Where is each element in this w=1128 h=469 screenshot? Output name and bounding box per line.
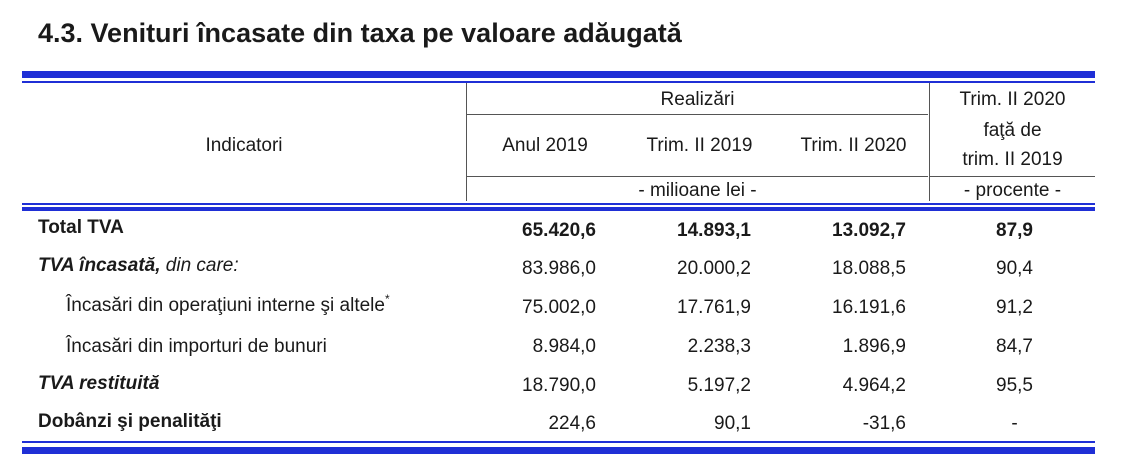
header-unit-percent: - procente - xyxy=(963,180,1062,201)
row-label-total-tva: Total TVA xyxy=(38,217,124,238)
header-col4-line3: trim. II 2019 xyxy=(962,149,1063,170)
cell-percent: - xyxy=(1011,413,1018,434)
footnote-asterisk: * xyxy=(384,291,390,306)
row-label-operatiuni-interne: Încasări din operaţiuni interne şi altel… xyxy=(66,291,390,317)
header-rule-units-right xyxy=(930,176,1095,177)
cell-trim-ii-2020: -31,6 xyxy=(862,413,906,434)
row-label-dobanzi: Dobânzi şi penalităţi xyxy=(38,411,222,432)
cell-anul-2019: 65.420,6 xyxy=(522,220,596,241)
top-rule-thin xyxy=(22,81,1095,83)
cell-anul-2019: 224,6 xyxy=(548,413,596,434)
row-label-tva-incasata-main: TVA încasată, xyxy=(38,255,161,276)
cell-percent: 84,7 xyxy=(996,336,1033,357)
cell-trim-ii-2020: 1.896,9 xyxy=(842,336,906,357)
header-rule-units-left xyxy=(466,176,928,177)
bottom-rule-thin xyxy=(22,441,1095,443)
row-label-importuri: Încasări din importuri de bunuri xyxy=(66,336,327,357)
cell-trim-ii-2019: 5.197,2 xyxy=(687,375,751,396)
cell-trim-ii-2019: 20.000,2 xyxy=(677,258,751,279)
cell-percent: 95,5 xyxy=(996,375,1033,396)
cell-anul-2019: 83.986,0 xyxy=(522,258,596,279)
cell-trim-ii-2020: 18.088,5 xyxy=(832,258,906,279)
cell-trim-ii-2019: 2.238,3 xyxy=(687,336,751,357)
header-divider-left xyxy=(466,83,467,201)
header-bottom-rule-thin xyxy=(22,203,1095,205)
header-col4-line1: Trim. II 2020 xyxy=(959,89,1066,110)
header-divider-right xyxy=(929,83,930,201)
cell-percent: 90,4 xyxy=(996,258,1033,279)
bottom-rule-thick xyxy=(22,447,1095,454)
page-title: 4.3. Venituri încasate din taxa pe valoa… xyxy=(38,18,682,48)
row-label-tva-restituita: TVA restituită xyxy=(38,373,160,394)
row-label-tva-incasata: TVA încasată, din care: xyxy=(38,255,239,277)
cell-anul-2019: 8.984,0 xyxy=(532,336,596,357)
header-col-anul-2019: Anul 2019 xyxy=(502,135,588,156)
header-realizari: Realizări xyxy=(660,89,735,110)
cell-trim-ii-2019: 17.761,9 xyxy=(677,297,751,318)
cell-trim-ii-2020: 16.191,6 xyxy=(832,297,906,318)
cell-trim-ii-2020: 13.092,7 xyxy=(832,220,906,241)
header-col-trim-ii-2019: Trim. II 2019 xyxy=(646,135,753,156)
header-rule-realizari xyxy=(466,114,928,115)
cell-percent: 91,2 xyxy=(996,297,1033,318)
cell-percent: 87,9 xyxy=(996,220,1033,241)
header-indicatori: Indicatori xyxy=(205,135,283,156)
top-rule-thick xyxy=(22,71,1095,78)
header-col-trim-ii-2020: Trim. II 2020 xyxy=(800,135,907,156)
header-unit-values: - milioane lei - xyxy=(638,180,757,201)
row-label-operatiuni-interne-text: Încasări din operaţiuni interne şi altel… xyxy=(66,295,385,316)
cell-anul-2019: 75.002,0 xyxy=(522,297,596,318)
header-col4-line2: faţă de xyxy=(983,120,1042,141)
cell-trim-ii-2020: 4.964,2 xyxy=(842,375,906,396)
row-label-tva-incasata-rest: din care: xyxy=(160,255,239,276)
header-bottom-rule-thick xyxy=(22,207,1095,211)
cell-anul-2019: 18.790,0 xyxy=(522,375,596,396)
cell-trim-ii-2019: 90,1 xyxy=(714,413,751,434)
cell-trim-ii-2019: 14.893,1 xyxy=(677,220,751,241)
